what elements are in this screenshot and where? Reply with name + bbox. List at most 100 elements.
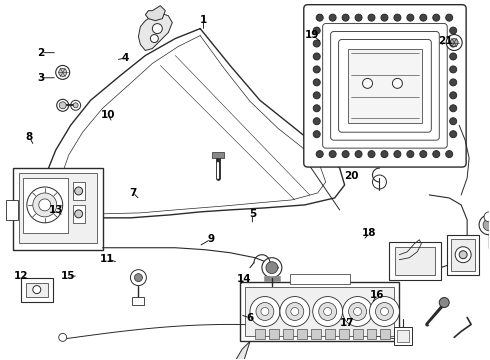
Bar [390, 242, 441, 280]
Circle shape [450, 66, 457, 73]
Circle shape [450, 53, 457, 60]
Circle shape [39, 199, 51, 211]
Bar [297, 329, 307, 339]
Text: 12: 12 [14, 271, 29, 281]
Bar [283, 329, 293, 339]
Circle shape [446, 14, 453, 21]
Bar [240, 282, 399, 341]
Circle shape [450, 27, 457, 34]
Circle shape [134, 274, 143, 282]
Circle shape [355, 14, 362, 21]
Text: 10: 10 [101, 110, 116, 120]
Bar [6, 200, 18, 220]
Text: 11: 11 [100, 254, 115, 264]
Circle shape [33, 193, 57, 217]
Circle shape [280, 297, 310, 327]
Circle shape [446, 35, 462, 50]
Circle shape [261, 307, 269, 315]
Circle shape [59, 102, 66, 109]
Polygon shape [146, 6, 165, 21]
Circle shape [450, 92, 457, 99]
Text: 14: 14 [237, 274, 251, 284]
Bar [255, 329, 265, 339]
Circle shape [313, 92, 320, 99]
Bar [245, 287, 394, 336]
Circle shape [74, 187, 83, 195]
Circle shape [483, 219, 490, 231]
Bar [325, 329, 335, 339]
FancyBboxPatch shape [331, 32, 439, 140]
Circle shape [266, 262, 278, 274]
Text: 19: 19 [305, 30, 319, 40]
Circle shape [439, 298, 449, 307]
Circle shape [329, 150, 336, 158]
Circle shape [313, 40, 320, 47]
Text: 20: 20 [344, 171, 359, 181]
Bar [26, 283, 48, 297]
Bar [395, 247, 435, 275]
Circle shape [369, 297, 399, 327]
Circle shape [286, 302, 304, 320]
Circle shape [420, 150, 427, 158]
Circle shape [313, 66, 320, 73]
Circle shape [71, 100, 81, 110]
Text: 16: 16 [369, 290, 384, 300]
Text: 9: 9 [207, 234, 215, 244]
FancyBboxPatch shape [304, 5, 466, 167]
Bar [290, 274, 349, 284]
Circle shape [375, 302, 393, 320]
Polygon shape [232, 341, 250, 360]
Circle shape [59, 333, 67, 341]
Circle shape [407, 150, 414, 158]
Circle shape [313, 297, 343, 327]
Circle shape [342, 150, 349, 158]
Circle shape [316, 14, 323, 21]
Text: 15: 15 [61, 271, 75, 281]
Circle shape [313, 79, 320, 86]
Text: 5: 5 [249, 209, 256, 219]
Circle shape [392, 78, 402, 88]
Circle shape [291, 307, 299, 315]
Circle shape [250, 297, 280, 327]
Circle shape [316, 150, 323, 158]
Bar [380, 329, 391, 339]
Text: 8: 8 [25, 132, 33, 142]
Bar [311, 329, 321, 339]
Circle shape [56, 66, 70, 80]
Bar [132, 297, 145, 305]
Circle shape [59, 68, 67, 76]
Circle shape [381, 150, 388, 158]
Circle shape [318, 302, 337, 320]
Circle shape [433, 150, 440, 158]
Bar [23, 178, 68, 233]
Bar [19, 173, 97, 243]
Circle shape [450, 105, 457, 112]
Circle shape [130, 270, 147, 285]
Bar [339, 329, 348, 339]
Circle shape [324, 307, 332, 315]
Bar [367, 329, 376, 339]
Circle shape [450, 39, 458, 46]
Bar [212, 152, 224, 158]
Text: 1: 1 [200, 15, 207, 26]
Bar [73, 205, 85, 223]
Text: 7: 7 [129, 188, 136, 198]
Text: 21: 21 [438, 36, 452, 46]
Circle shape [262, 258, 282, 278]
Circle shape [33, 285, 41, 293]
Circle shape [73, 103, 78, 108]
Bar [353, 329, 363, 339]
Circle shape [450, 131, 457, 138]
Circle shape [450, 79, 457, 86]
Bar [447, 235, 479, 275]
Circle shape [459, 251, 467, 259]
Circle shape [355, 150, 362, 158]
Bar [73, 182, 85, 200]
Circle shape [313, 53, 320, 60]
Bar [347, 49, 422, 123]
Circle shape [450, 40, 457, 47]
Bar [269, 329, 279, 339]
Circle shape [450, 118, 457, 125]
Circle shape [381, 14, 388, 21]
Circle shape [150, 35, 158, 42]
